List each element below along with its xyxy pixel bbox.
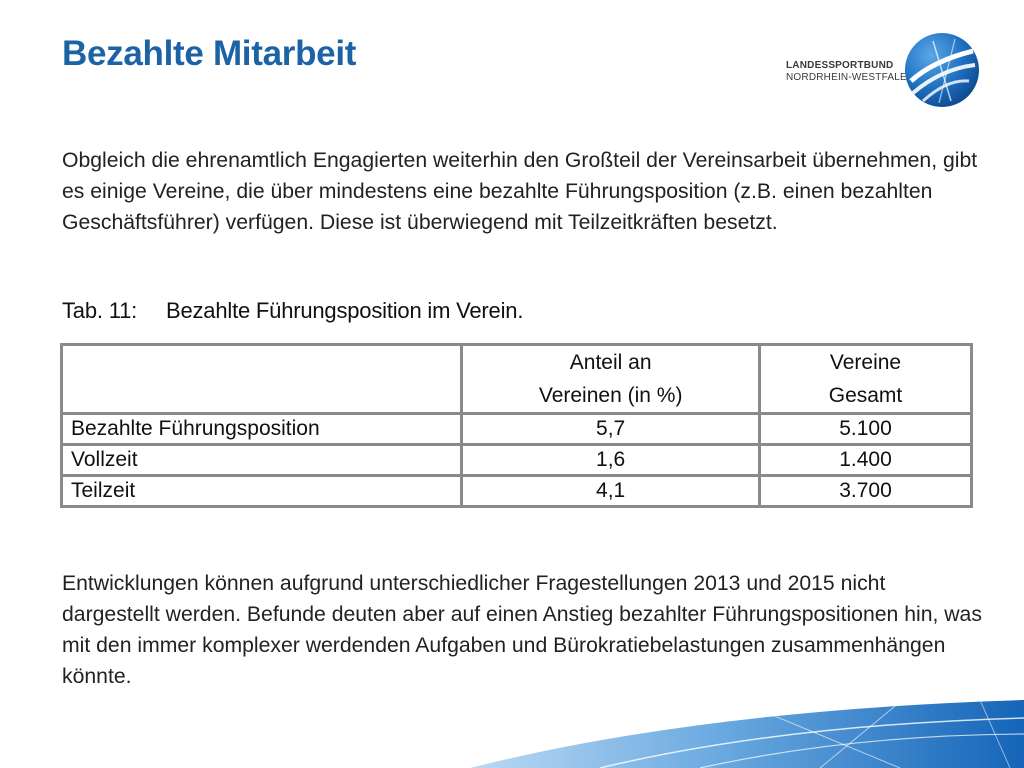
- table-header-total: Vereine Gesamt: [758, 343, 973, 415]
- table-row: Bezahlte Führungsposition 5,7 5.100: [59, 412, 973, 446]
- header-percent-line1: Anteil an: [569, 351, 652, 374]
- row-percent: 5,7: [460, 412, 761, 446]
- row-label: Bezahlte Führungsposition: [59, 412, 464, 446]
- row-label: Vollzeit: [59, 443, 464, 477]
- table-header-percent: Anteil an Vereinen (in %): [460, 343, 761, 415]
- logo-line-2: NORDRHEIN-WESTFALEN: [786, 72, 915, 83]
- logo-line-1: LANDESSPORTBUND: [786, 60, 894, 71]
- row-label: Teilzeit: [59, 474, 464, 508]
- header-total-line1: Vereine: [829, 351, 902, 374]
- header-percent-line2: Vereinen (in %): [538, 384, 683, 407]
- table-header-empty: [59, 343, 464, 415]
- table-caption-text: Bezahlte Führungsposition im Verein.: [166, 298, 524, 323]
- logo-wordmark: LANDESSPORTBUND NORDRHEIN-WESTFALEN: [786, 60, 914, 83]
- table-row: Teilzeit 4,1 3.700: [59, 474, 973, 508]
- paid-positions-table: Anteil an Vereinen (in %) Vereine Gesamt…: [59, 343, 973, 508]
- outlook-paragraph: Entwicklungen können aufgrund unterschie…: [62, 572, 982, 688]
- slide-title: Bezahlte Mitarbeit: [62, 34, 357, 73]
- table-row: Vollzeit 1,6 1.400: [59, 443, 973, 477]
- header-total-line2: Gesamt: [828, 384, 903, 407]
- row-percent: 1,6: [460, 443, 761, 477]
- row-total: 3.700: [758, 474, 973, 508]
- intro-paragraph: Obgleich die ehrenamtlich Engagierten we…: [62, 149, 978, 234]
- table-header-row: Anteil an Vereinen (in %) Vereine Gesamt: [59, 343, 973, 415]
- table-caption: Tab. 11: Bezahlte Führungsposition im Ver…: [62, 298, 523, 324]
- row-total: 1.400: [758, 443, 973, 477]
- table-caption-number: Tab. 11:: [62, 298, 138, 323]
- row-total: 5.100: [758, 412, 973, 446]
- lsb-nrw-emblem-icon: [905, 33, 979, 107]
- row-percent: 4,1: [460, 474, 761, 508]
- decorative-wave: [470, 699, 1024, 768]
